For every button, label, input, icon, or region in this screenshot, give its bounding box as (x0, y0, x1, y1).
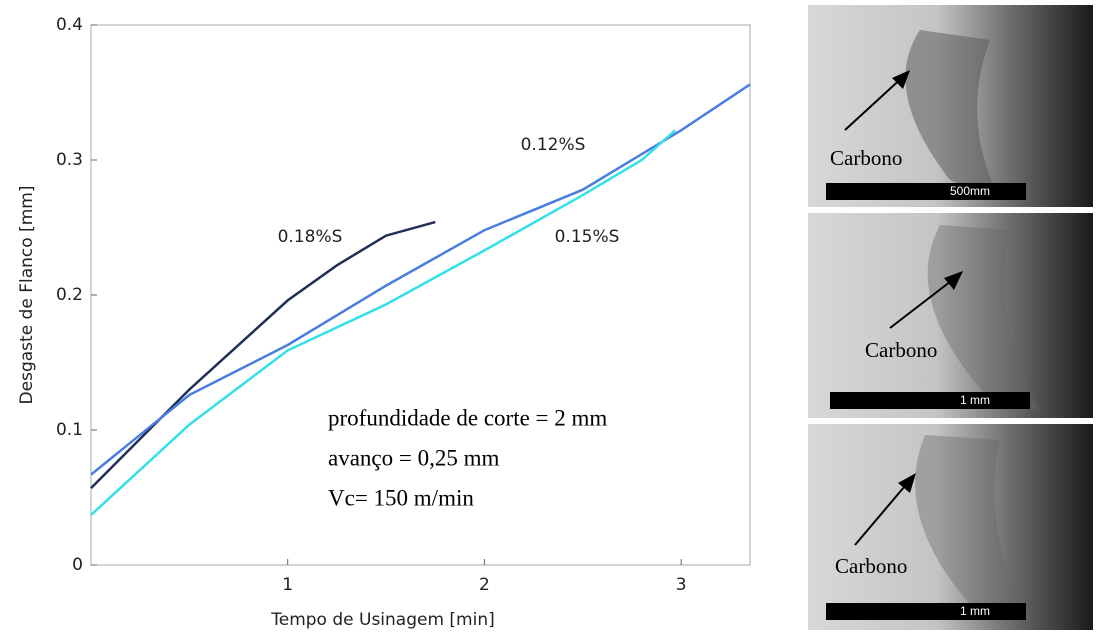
annotation: avanço = 0,25 mm (328, 445, 499, 470)
annotation: Vc= 150 m/min (328, 485, 474, 510)
arrow (844, 74, 906, 131)
arrow-head (892, 70, 910, 89)
series-line (90, 220, 436, 489)
photo (808, 424, 1093, 630)
arrow-head (944, 271, 963, 290)
photo-panel: Carbono 500mm Carbono 1 mm Carbono 1 mm (808, 5, 1093, 630)
plot-frame (90, 24, 751, 566)
y-tick-label: 0 (72, 555, 83, 575)
scale-bar (826, 603, 1026, 620)
scale-label: 500mm (950, 184, 990, 198)
series-label: 0.12%S (521, 135, 586, 155)
series-line (90, 129, 677, 516)
scale-label: 1 mm (960, 393, 990, 407)
scale-bar (826, 183, 1026, 200)
x-tick-label: 1 (282, 575, 293, 595)
arrow-head (898, 473, 916, 493)
arrow (889, 277, 956, 329)
x-tick-label: 2 (479, 575, 490, 595)
photo-feature (927, 225, 1040, 410)
scale-bar (830, 392, 1030, 409)
x-axis-label: Tempo de Usinagem [min] (270, 610, 495, 630)
y-tick-label: 0.2 (56, 285, 83, 305)
photo-feature (915, 435, 1030, 620)
x-tick-label: 3 (676, 575, 687, 595)
photo-label: Carbono (835, 554, 907, 578)
series-label: 0.18%S (278, 227, 343, 247)
annotation: profundidade de corte = 2 mm (328, 405, 607, 430)
photo (808, 213, 1093, 418)
photo-feature (905, 30, 1000, 200)
y-axis-label: Desgaste de Flanco [mm] (17, 186, 37, 405)
photo-label: Carbono (830, 146, 902, 170)
arrow (854, 479, 911, 546)
series-label: 0.15%S (555, 227, 620, 247)
y-tick-label: 0.1 (56, 420, 83, 440)
scale-label: 1 mm (960, 604, 990, 618)
photo-label: Carbono (865, 338, 937, 362)
y-tick-label: 0.3 (56, 150, 83, 170)
y-tick-label: 0.4 (56, 15, 83, 35)
